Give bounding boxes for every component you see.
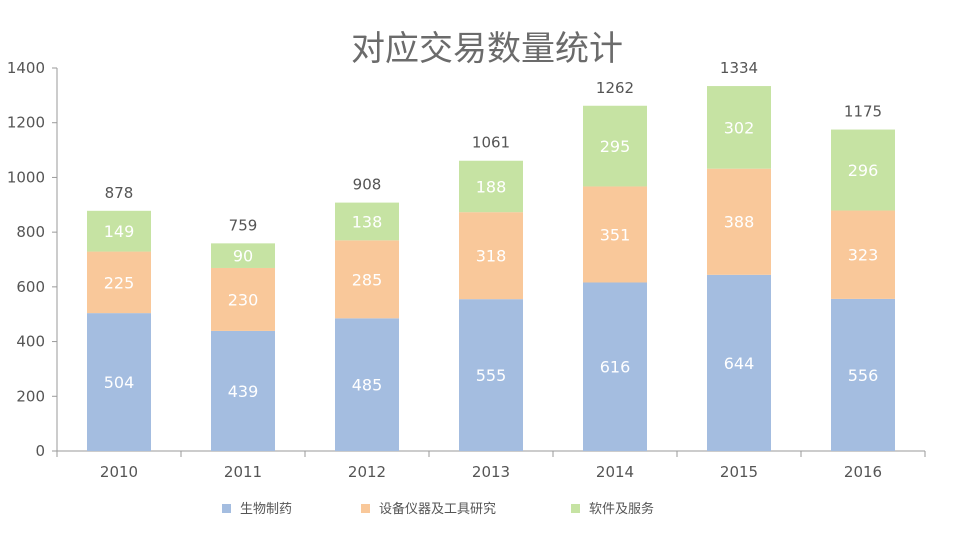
legend: 生物制药 设备仪器及工具研究 软件及服务 <box>222 501 654 517</box>
x-tick-label: 2014 <box>596 463 634 481</box>
bar-segment <box>583 105 647 187</box>
bars <box>87 86 895 451</box>
bar-segment <box>211 330 275 451</box>
y-tick-label: 200 <box>16 387 45 405</box>
segment-value-label: 296 <box>848 161 879 180</box>
bar-segment <box>707 86 771 169</box>
bar-segment <box>459 212 523 300</box>
total-value-label: 1262 <box>596 79 634 97</box>
segment-value-label: 504 <box>104 373 135 392</box>
bar-segment <box>831 129 895 211</box>
y-tick-label: 800 <box>16 223 45 241</box>
segment-value-label: 616 <box>600 358 631 377</box>
bar-segment <box>87 251 151 314</box>
bar-segment <box>335 318 399 451</box>
y-tick-label: 0 <box>35 442 45 460</box>
segment-value-label: 149 <box>104 222 135 241</box>
y-tick-label: 1200 <box>7 114 45 132</box>
x-tick-label: 2012 <box>348 463 386 481</box>
legend-swatch <box>361 504 370 513</box>
total-value-label: 759 <box>229 216 258 234</box>
total-value-label: 1061 <box>472 134 510 152</box>
total-value-label: 1175 <box>844 103 882 121</box>
segment-value-label: 188 <box>476 177 507 196</box>
axes: 0 200 400 600 800 1000 1200 1400 2010 2011 2012 201… <box>7 59 926 481</box>
bar-segment <box>831 210 895 299</box>
bar-segment <box>707 274 771 451</box>
legend-swatch <box>571 504 580 513</box>
segment-value-label: 485 <box>352 376 383 395</box>
bar-segment <box>583 186 647 283</box>
segment-value-label: 230 <box>228 290 259 309</box>
segment-value-label: 285 <box>352 270 383 289</box>
x-tick-label: 2013 <box>472 463 510 481</box>
segment-value-label: 138 <box>352 212 383 231</box>
bar-segment <box>459 160 523 213</box>
bar-segment <box>707 168 771 275</box>
segment-value-label: 439 <box>228 382 259 401</box>
segment-value-label: 644 <box>724 354 755 373</box>
total-value-label: 878 <box>105 184 134 202</box>
segment-value-label: 90 <box>233 247 253 266</box>
bar-segment <box>87 313 151 451</box>
bar-segment <box>211 267 275 331</box>
segment-value-label: 295 <box>600 137 631 156</box>
data-labels: 504 225 149 878 439 230 90 759 485 285 138 908 555 31… <box>104 59 882 401</box>
legend-label: 生物制药 <box>240 502 292 517</box>
bar-segment <box>583 282 647 451</box>
x-tick-label: 2011 <box>224 463 262 481</box>
bar-segment <box>831 298 895 451</box>
total-value-label: 1334 <box>720 59 758 77</box>
total-value-label: 908 <box>353 176 382 194</box>
segment-value-label: 556 <box>848 366 879 385</box>
segment-value-label: 351 <box>600 225 631 244</box>
segment-value-label: 323 <box>848 246 879 265</box>
bar-segment <box>335 202 399 241</box>
x-tick-label: 2010 <box>100 463 138 481</box>
y-tick-label: 600 <box>16 278 45 296</box>
y-tick-label: 1400 <box>7 59 45 77</box>
segment-value-label: 318 <box>476 247 507 266</box>
legend-label: 软件及服务 <box>589 501 654 517</box>
x-tick-label: 2016 <box>844 463 882 481</box>
y-tick-label: 1000 <box>7 168 45 186</box>
y-tick-label: 400 <box>16 333 45 351</box>
segment-value-label: 302 <box>724 118 755 137</box>
segment-value-label: 555 <box>476 366 507 385</box>
chart-title: 对应交易数量统计 <box>351 29 623 69</box>
legend-swatch <box>222 504 231 513</box>
x-tick-label: 2015 <box>720 463 758 481</box>
segment-value-label: 388 <box>724 213 755 232</box>
bar-segment <box>335 240 399 319</box>
segment-value-label: 225 <box>104 273 135 292</box>
legend-label: 设备仪器及工具研究 <box>379 501 496 517</box>
bar-segment <box>87 210 151 252</box>
bar-segment <box>459 299 523 451</box>
bar-segment <box>211 243 275 268</box>
